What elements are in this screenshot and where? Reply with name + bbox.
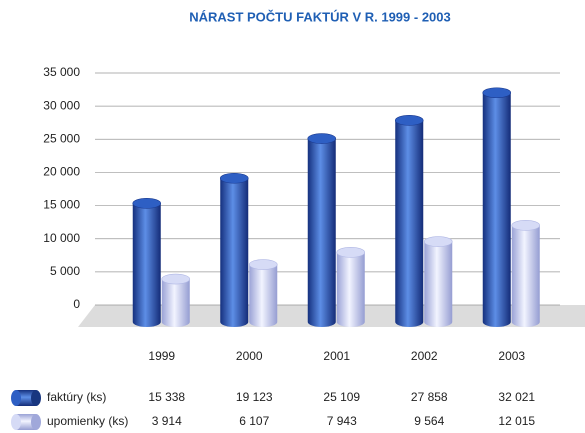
y-tick-label: 35 000	[43, 65, 80, 79]
value-label: 6 107	[239, 414, 269, 428]
bar-part	[220, 178, 249, 327]
bar-part	[219, 172, 249, 184]
bar	[132, 198, 162, 327]
bar-part	[482, 87, 512, 99]
bar-part	[336, 247, 366, 258]
legend-label: upomienky (ks)	[47, 414, 128, 428]
bar-part	[132, 203, 161, 327]
bar-part	[248, 259, 278, 270]
y-tick-label: 30 000	[43, 98, 80, 112]
bar	[161, 273, 191, 327]
x-tick-label: 1999	[148, 349, 175, 363]
value-label: 9 564	[414, 414, 444, 428]
bar-part	[161, 279, 190, 327]
value-label: 32 021	[498, 390, 535, 404]
y-tick-label: 0	[73, 297, 80, 311]
legend-icon-part	[31, 390, 41, 406]
y-tick-label: 10 000	[43, 231, 80, 245]
chart-title: NÁRAST POČTU FAKTÚR V R. 1999 - 2003	[189, 9, 451, 24]
value-label: 12 015	[498, 414, 535, 428]
value-label: 15 338	[148, 390, 185, 404]
bar-part	[395, 120, 424, 328]
bar-part	[511, 225, 540, 327]
y-tick-label: 15 000	[43, 198, 80, 212]
bar	[248, 259, 278, 327]
value-label: 25 109	[323, 390, 360, 404]
bar-part	[511, 220, 541, 231]
legend-icon-part	[31, 414, 41, 430]
bar	[307, 133, 337, 327]
bar	[423, 236, 453, 327]
bar	[336, 247, 366, 327]
value-label: 7 943	[327, 414, 357, 428]
y-tick-label: 20 000	[43, 165, 80, 179]
legend-icon-part	[16, 414, 36, 430]
x-tick-label: 2000	[236, 349, 263, 363]
bar-part	[423, 236, 453, 247]
value-label: 19 123	[236, 390, 273, 404]
legend-icon-part	[16, 390, 36, 406]
legend-label: faktúry (ks)	[47, 390, 106, 404]
bar-part	[307, 138, 336, 327]
bar-part	[161, 273, 191, 285]
bar-part	[132, 198, 162, 209]
legend-icon-part	[11, 414, 21, 430]
x-tick-label: 2002	[411, 349, 438, 363]
bar	[219, 172, 249, 327]
bar-part	[336, 252, 365, 327]
bar-part	[249, 264, 278, 327]
y-tick-label: 5 000	[50, 264, 80, 278]
legend-icon	[11, 390, 41, 406]
y-tick-label: 25 000	[43, 131, 80, 145]
legend-icon	[11, 414, 41, 430]
bar-part	[482, 92, 511, 327]
bar	[482, 87, 512, 327]
value-label: 3 914	[152, 414, 182, 428]
bar-part	[424, 241, 453, 327]
x-tick-label: 2003	[498, 349, 525, 363]
legend-icon-part	[11, 390, 21, 406]
bar	[511, 220, 541, 327]
value-label: 27 858	[411, 390, 448, 404]
x-tick-label: 2001	[323, 349, 350, 363]
bar-part	[307, 133, 337, 144]
bar	[394, 115, 424, 328]
bar-part	[394, 115, 424, 126]
